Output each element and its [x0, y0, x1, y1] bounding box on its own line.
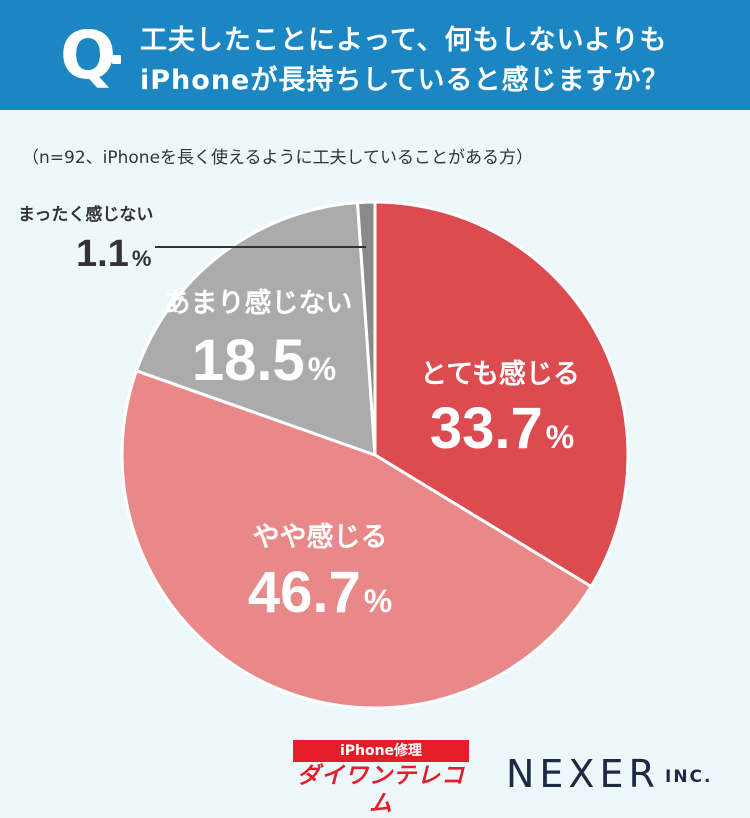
- daiwan-telecom-logo: iPhone修理 ダイワンテレコム: [293, 740, 469, 817]
- slice-value-somewhat: 46.7%: [248, 560, 392, 625]
- question-line-2: iPhoneが長持ちしていると感じますか？: [140, 65, 670, 96]
- logo-top-text: iPhone修理: [293, 740, 469, 762]
- slice-value-not-at-all: 1.1%: [76, 233, 151, 275]
- q-mark: Q: [60, 17, 117, 94]
- question-header: Q 工夫したことによって、何もしないよりも iPhoneが長持ちしていると感じま…: [0, 0, 750, 110]
- nexer-inc: INC.: [665, 767, 713, 787]
- slice-label-very: とても感じる: [420, 358, 580, 390]
- question-line-1: 工夫したことによって、何もしないよりも: [140, 25, 668, 56]
- pie-slice-not-at-all: [356, 200, 377, 457]
- slice-label-somewhat: やや感じる: [253, 521, 388, 553]
- q-dot: [112, 55, 121, 64]
- slice-value-very: 33.7%: [430, 396, 574, 461]
- logo-bottom-text: ダイワンテレコム: [297, 763, 465, 817]
- slice-label-not-at-all: まったく感じない: [18, 204, 153, 225]
- nexer-logo: NEXER: [506, 752, 660, 796]
- slice-value-not-much: 18.5%: [192, 328, 336, 393]
- pie-slice-somewhat: [120, 369, 593, 710]
- pie-slice-very: [373, 200, 630, 589]
- slice-label-not-much: あまり感じない: [164, 287, 353, 319]
- sample-note: （n=92、iPhoneを長く使えるように工夫していることがある方）: [22, 148, 534, 168]
- pie-slice-not-much: [134, 201, 377, 457]
